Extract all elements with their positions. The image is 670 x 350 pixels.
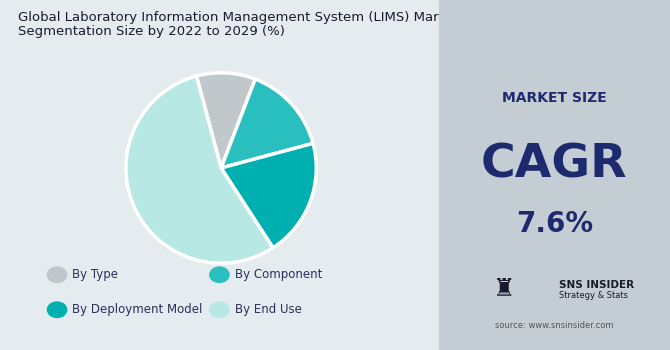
Text: Strategy & Stats: Strategy & Stats bbox=[559, 291, 628, 300]
Wedge shape bbox=[221, 79, 313, 168]
Text: By Component: By Component bbox=[234, 268, 322, 281]
Text: SNS INSIDER: SNS INSIDER bbox=[559, 280, 634, 290]
Text: By Deployment Model: By Deployment Model bbox=[72, 303, 203, 316]
Text: ♜: ♜ bbox=[492, 277, 515, 301]
FancyBboxPatch shape bbox=[437, 0, 670, 350]
Circle shape bbox=[210, 302, 229, 317]
Circle shape bbox=[48, 302, 67, 317]
Wedge shape bbox=[221, 144, 316, 248]
Wedge shape bbox=[126, 76, 273, 263]
Text: CAGR: CAGR bbox=[481, 142, 628, 187]
Text: Global Laboratory Information Management System (LIMS) Market
Segmentation Size : Global Laboratory Information Management… bbox=[17, 10, 459, 38]
Circle shape bbox=[48, 267, 67, 282]
Wedge shape bbox=[196, 73, 255, 168]
Text: By End Use: By End Use bbox=[234, 303, 302, 316]
Text: 7.6%: 7.6% bbox=[516, 210, 593, 238]
Text: source: www.snsinsider.com: source: www.snsinsider.com bbox=[495, 321, 614, 330]
Text: MARKET SIZE: MARKET SIZE bbox=[502, 91, 607, 105]
Text: By Type: By Type bbox=[72, 268, 119, 281]
Circle shape bbox=[210, 267, 229, 282]
